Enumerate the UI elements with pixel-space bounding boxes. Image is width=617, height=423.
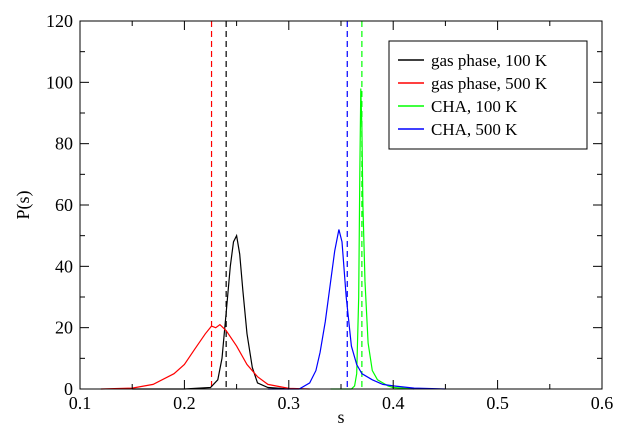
y-tick-label: 20 xyxy=(55,318,73,338)
legend-label-3: CHA, 100 K xyxy=(431,97,518,116)
y-tick-label: 60 xyxy=(55,195,73,215)
series-line-4 xyxy=(267,229,446,390)
series-line-1 xyxy=(132,233,289,390)
x-tick-label: 0.4 xyxy=(382,393,405,413)
y-axis-label: P(s) xyxy=(13,190,34,219)
y-tick-label: 40 xyxy=(55,256,73,276)
legend-label-1: gas phase, 100 K xyxy=(431,51,548,70)
plot-content xyxy=(100,21,446,390)
x-axis-label: s xyxy=(337,407,344,423)
legend-label-2: gas phase, 500 K xyxy=(431,74,548,93)
y-tick-label: 120 xyxy=(46,11,73,31)
series-line-2 xyxy=(100,323,310,390)
y-tick-label: 80 xyxy=(55,134,73,154)
x-tick-label: 0.1 xyxy=(69,393,92,413)
x-axis: 0.1 0.2 0.3 0.4 0.5 0.6 xyxy=(69,21,614,413)
y-tick-label: 100 xyxy=(46,72,73,92)
x-tick-label: 0.5 xyxy=(486,393,509,413)
x-tick-label: 0.3 xyxy=(278,393,301,413)
y-tick-label: 0 xyxy=(64,379,73,399)
legend-box xyxy=(388,40,588,150)
legend-label-4: CHA, 500 K xyxy=(431,120,518,139)
series-line-3 xyxy=(330,88,415,390)
x-tick-label: 0.6 xyxy=(591,393,614,413)
legend: gas phase, 100 K gas phase, 500 K CHA, 100… xyxy=(388,40,588,150)
y-axis: 0 20 40 60 80 100 120 xyxy=(46,11,602,399)
x-tick-label: 0.2 xyxy=(173,393,196,413)
